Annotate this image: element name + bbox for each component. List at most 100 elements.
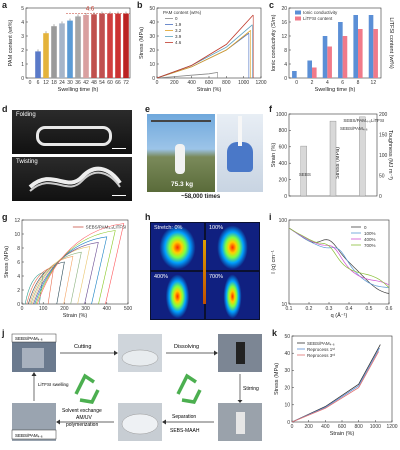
scale-bar: [112, 147, 126, 149]
plot-frame: [288, 7, 382, 79]
bar: [115, 13, 121, 79]
x-tick-label: 1000: [238, 80, 249, 86]
x-tick-label: 30: [67, 80, 73, 86]
x-tick-label: 400: [103, 306, 112, 312]
chart-g: 0 100 200 300 400 500 0 2 4 6 8 10 12 Strain (%) Stres…: [4, 218, 132, 319]
saxs-pattern: 100%: [206, 223, 259, 270]
series-line: [156, 72, 218, 79]
x-tick-label: 8: [357, 80, 360, 86]
panel-h-label: h: [145, 212, 151, 222]
x-tick-label: 200: [170, 80, 179, 86]
y-tick-label: 0: [21, 76, 24, 82]
y-tick-label: 10: [149, 62, 155, 68]
panel-i-label: i: [269, 212, 272, 222]
bar: [338, 22, 343, 78]
legend-swatch: [295, 10, 301, 15]
panel-h: h Stretch: 0% 100% 400% 700%: [135, 212, 267, 324]
bar: [329, 120, 337, 197]
y-tick-label: 800: [279, 128, 288, 134]
panel-g: g 0 100 200 300 400 500 0 2 4 6 8 10 12 Strain (%) Str…: [0, 212, 135, 324]
series-line: [291, 351, 380, 423]
bar: [322, 36, 328, 78]
y2-tick-label: 150: [379, 132, 388, 138]
saxs-pattern: 400%: [151, 272, 204, 319]
legend-label: 0: [364, 225, 367, 230]
x-tick-label: 300: [81, 306, 90, 312]
y-axis-label: Stress (MPa): [139, 27, 145, 59]
y-tick-label: 4: [21, 20, 24, 26]
panel-c-label: c: [269, 0, 275, 10]
panel-a-label: a: [2, 0, 8, 10]
legend-label: 700%: [364, 243, 376, 248]
y-tick-label: 0: [284, 194, 287, 200]
y-tick-label: 30: [149, 34, 155, 40]
x-tick-label: 6: [341, 80, 344, 86]
y-tick-label: 0: [17, 302, 20, 308]
bar: [327, 46, 332, 78]
saxs-label: 400%: [154, 274, 169, 280]
panel-j: j SEBS/PAM₄.₆ SEBS/PAM₄.₆: [0, 328, 270, 445]
y2-tick-label: 0: [379, 194, 382, 200]
x-tick-label: 0.1: [286, 306, 293, 312]
x-axis-label: q (Å⁻¹): [331, 312, 348, 319]
y-axis-label: PAM content (wt%): [8, 20, 14, 67]
panel-f: f 0 200 400 600 800 1000 Strain (%) Stress (MPa…: [267, 104, 400, 204]
y-axis-label: Stress (MPa): [4, 246, 10, 278]
folding-text: Folding: [16, 112, 36, 118]
panel-b: b 0 200 400 600 800 1000 1200 0 10 20 30 40 50 Strain…: [135, 0, 267, 100]
y-tick-label: 400: [279, 161, 288, 167]
panel-d-label: d: [2, 104, 8, 114]
y-tick-label: 10: [281, 302, 287, 308]
x-tick-label: 200: [60, 306, 69, 312]
legend-label: 1.9: [175, 22, 182, 27]
legend-label: Reprocess 3ʳᵈ: [307, 353, 335, 358]
x-tick-label: 800: [354, 424, 363, 430]
twisting-photo: Twisting: [12, 157, 132, 201]
x-tick-label: 36: [75, 80, 81, 86]
chart-k: 0 200 400 600 800 1000 1200 0 10 20 30 40 50 Strain (…: [274, 334, 398, 437]
cycle-curve: [31, 246, 91, 305]
series-line: [288, 227, 390, 286]
y-tick-label: 5: [21, 6, 24, 12]
x-tick-label: 1000: [370, 424, 381, 430]
series-line: [156, 24, 253, 79]
y-tick-label: 3: [21, 34, 24, 40]
bar: [43, 33, 49, 78]
x-tick-label: 600: [205, 80, 214, 86]
series-line: [291, 344, 381, 423]
annotation-mid: SEBS/PAM₄.₆: [340, 126, 368, 131]
cycle-curve: [34, 236, 108, 305]
bar: [51, 26, 57, 78]
solvent-text: Solvent exchange: [62, 408, 102, 414]
legend-label: SEBS/PAM₄.₆LiTFSI: [86, 225, 127, 230]
litfsi-text: LiTFSI swelling: [38, 382, 69, 387]
x-axis-label: Swelling time (h): [58, 87, 99, 93]
x-tick-label: 12: [371, 80, 377, 86]
bar: [312, 67, 317, 78]
panel-j-label: j: [2, 328, 5, 338]
cycle-curve: [35, 230, 116, 305]
y-axis-label: Stress (MPa): [274, 363, 280, 395]
panel-a: a 0 1 2 3 4 5 Swelling time (h) PAM content (wt…: [0, 0, 135, 100]
box2-text: SEBS/PAM₄.₆: [15, 433, 43, 438]
plot-frame: [288, 219, 390, 305]
x-tick-label: 6: [37, 80, 40, 86]
x-tick-label: 200: [304, 424, 313, 430]
y-tick-label: 50: [149, 6, 155, 12]
y-tick-label: 50: [284, 334, 290, 340]
saxs-label: Stretch: 0%: [154, 225, 183, 231]
x-tick-label: 0: [29, 80, 32, 86]
strip: [238, 116, 242, 146]
x-tick-label: 0: [156, 80, 159, 86]
y-tick-label: 40: [149, 20, 155, 26]
x-tick-label: 60: [107, 80, 113, 86]
scale-bar: [112, 194, 126, 196]
mid-axis-label: Stress (MPa): [335, 147, 341, 179]
twisted-film: [28, 166, 122, 192]
bar: [359, 116, 366, 197]
y-axis-label: I (q) cm⁻¹: [271, 250, 277, 274]
legend-label: 3.2: [175, 28, 182, 33]
bar: [59, 23, 65, 78]
bar: [300, 145, 307, 197]
